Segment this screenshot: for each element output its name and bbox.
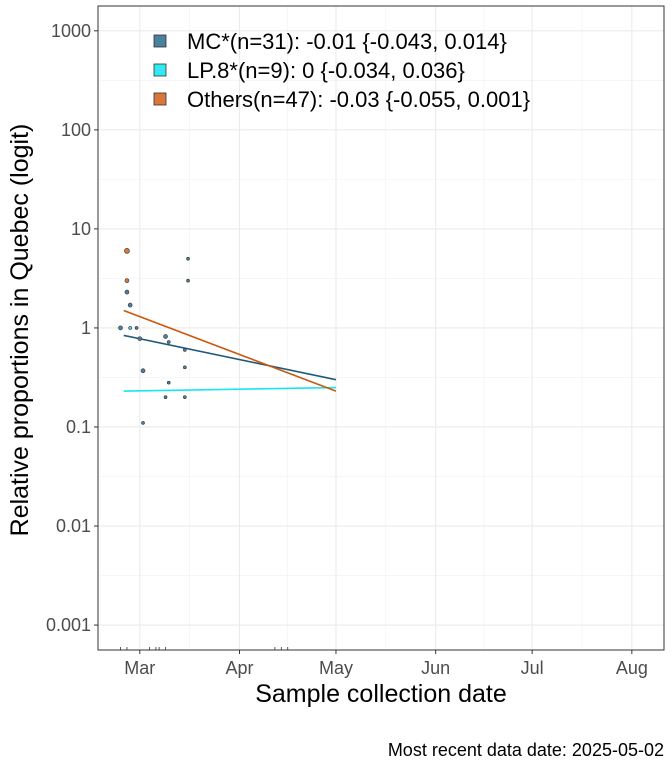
y-tick-label: 0.01: [56, 516, 91, 536]
legend: MC*(n=31): -0.01 {-0.043, 0.014} LP.8*(n=…: [153, 29, 530, 112]
trend-line-series-2: [123, 309, 337, 392]
legend-label-series-0: MC*(n=31): -0.01 {-0.043, 0.014}: [187, 29, 507, 54]
x-axis-ticks: Mar Apr May Jun Jul Aug: [124, 650, 648, 678]
x-tick-label: May: [319, 658, 353, 678]
legend-key-series-2: [153, 92, 167, 106]
x-tick-label: Mar: [124, 658, 155, 678]
data-point-series-0: [183, 348, 187, 352]
data-point-series-0: [186, 256, 190, 261]
y-axis-title: Relative proportions in Quebec (logit): [6, 124, 34, 537]
data-point-series-0: [186, 278, 190, 283]
y-tick-label: 100: [61, 120, 91, 140]
data-point-series-0: [166, 340, 171, 344]
x-tick-label: Aug: [616, 658, 648, 678]
x-tick-label: Jun: [421, 658, 450, 678]
data-point-series-0: [166, 380, 171, 385]
x-tick-label: Jul: [521, 658, 544, 678]
data-point-series-0: [134, 326, 139, 330]
legend-key-series-0: [153, 34, 167, 48]
y-tick-label: 0.1: [66, 417, 91, 437]
data-point-series-0: [183, 395, 187, 399]
data-point-series-0: [183, 365, 187, 370]
data-point-series-0: [140, 368, 146, 373]
trend-lines: [123, 309, 337, 392]
data-point-series-0: [118, 325, 123, 331]
y-tick-label: 1000: [51, 21, 91, 41]
legend-label-series-2: Others(n=47): -0.03 {-0.055, 0.001}: [187, 87, 530, 112]
data-point-series-0: [124, 289, 130, 295]
data-point-series-1: [128, 326, 132, 330]
trend-line-series-1: [123, 386, 336, 392]
grid: [98, 6, 664, 650]
data-point-series-0: [141, 421, 145, 425]
data-points: [118, 248, 190, 425]
chart-caption: Most recent data date: 2025-05-02: [388, 740, 664, 760]
legend-key-series-1: [153, 63, 167, 77]
legend-label-series-1: LP.8*(n=9): 0 {-0.034, 0.036}: [187, 58, 465, 83]
y-axis-ticks: 0.001 0.01 0.1 1 10 100 1000: [46, 21, 98, 635]
x-tick-label: Apr: [225, 658, 253, 678]
y-tick-label: 0.001: [46, 615, 91, 635]
trend-line-series-0: [123, 334, 337, 381]
data-point-series-0: [163, 334, 168, 339]
data-point-series-2: [124, 248, 130, 254]
data-point-series-0: [127, 302, 133, 308]
y-tick-label: 1: [81, 318, 91, 338]
y-tick-label: 10: [71, 219, 91, 239]
data-point-series-0: [137, 336, 143, 341]
data-point-series-2: [124, 278, 130, 283]
x-axis-title: Sample collection date: [255, 680, 507, 708]
data-point-series-0: [163, 395, 168, 399]
